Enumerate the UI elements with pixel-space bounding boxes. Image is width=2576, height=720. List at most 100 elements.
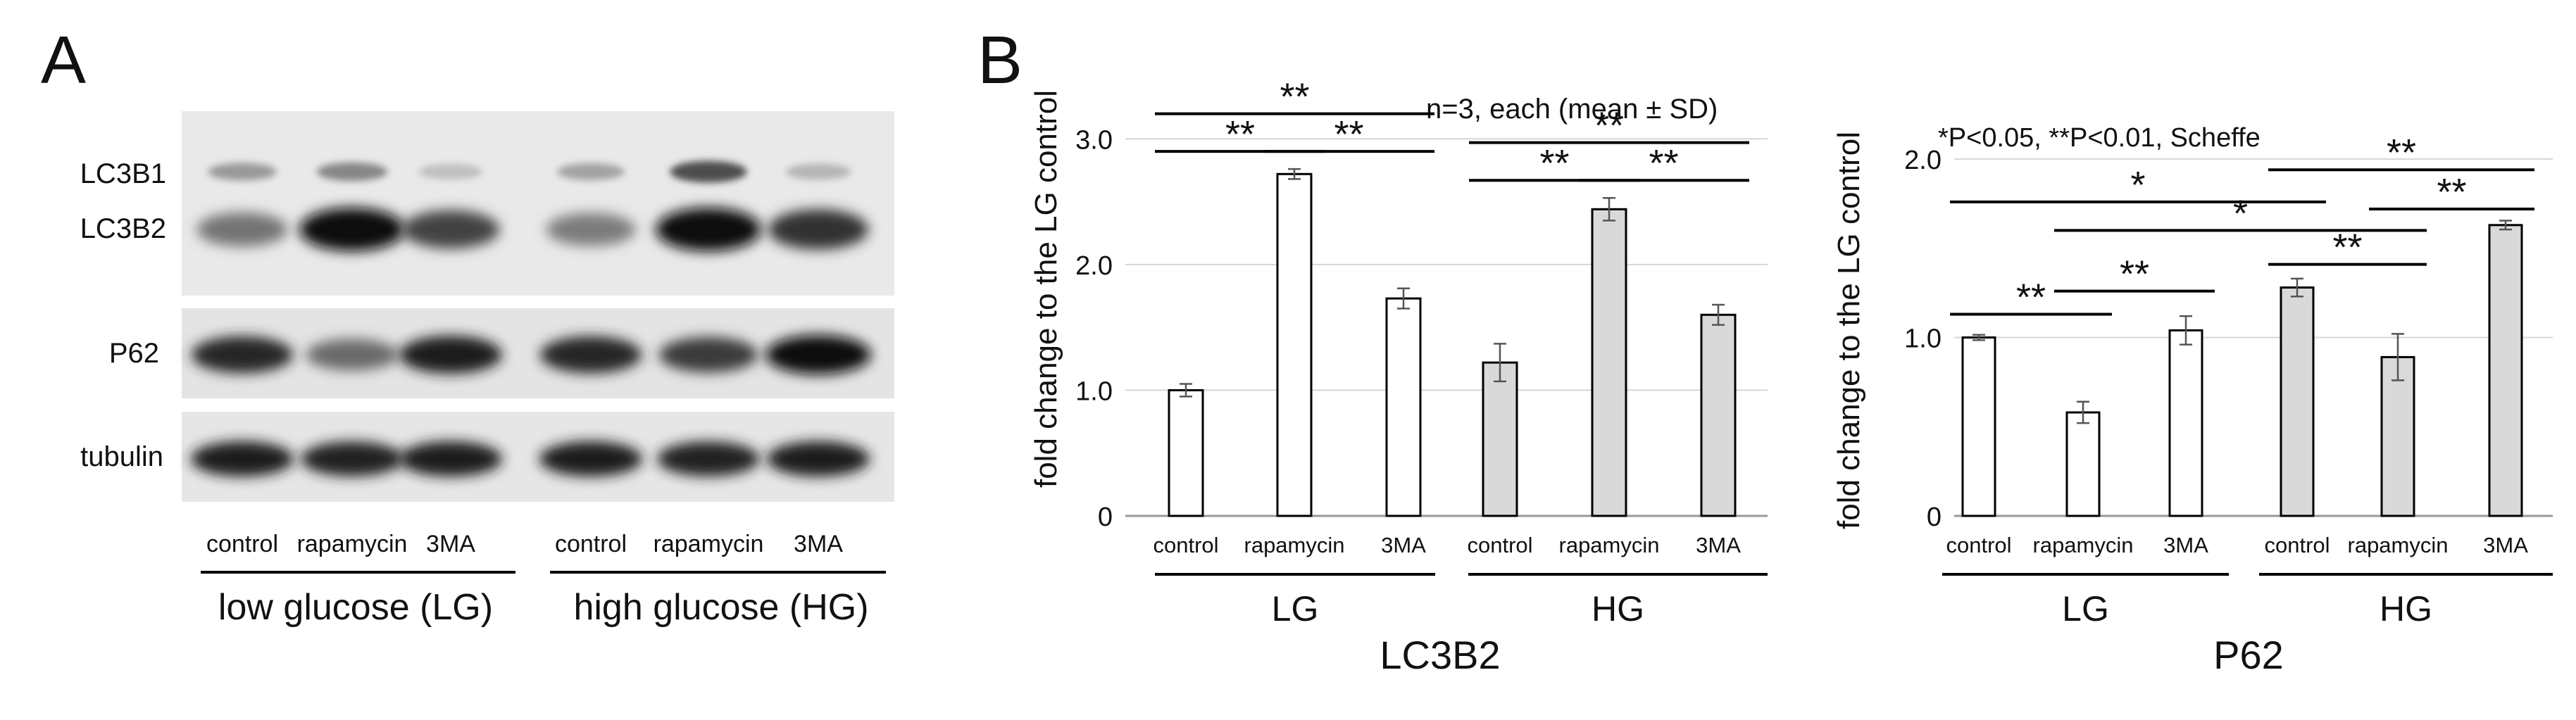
western-blot-band bbox=[656, 208, 761, 251]
category-label: rapamycin bbox=[1559, 533, 1660, 557]
band-label-lc3b1: LC3B1 bbox=[80, 158, 166, 189]
western-blot-band bbox=[299, 208, 405, 251]
western-blot-band bbox=[208, 163, 277, 181]
western-blot-band bbox=[306, 339, 399, 371]
western-blot-band bbox=[190, 441, 294, 476]
panel-b: B n=3, each (mean ± SD) *P<0.05, **P<0.0… bbox=[977, 23, 2553, 677]
lc3b2-bands bbox=[196, 208, 869, 251]
category-label: 3MA bbox=[2483, 533, 2528, 557]
lane-label: 3MA bbox=[426, 531, 475, 557]
western-blot-band bbox=[539, 336, 642, 374]
category-label: rapamycin bbox=[2033, 533, 2134, 557]
western-blot-band bbox=[418, 163, 483, 180]
significance-label: ** bbox=[1334, 113, 1363, 156]
group-label: LG bbox=[1272, 589, 1319, 629]
significance-label: * bbox=[2130, 164, 2145, 206]
lane-label: control bbox=[555, 531, 627, 557]
panel-a-label: A bbox=[41, 23, 86, 98]
lc3b1-bands bbox=[208, 160, 851, 183]
y-tick-label: 1.0 bbox=[1075, 377, 1113, 406]
significance-label: ** bbox=[1539, 142, 1569, 184]
western-blot-band bbox=[539, 441, 643, 476]
bar bbox=[2380, 355, 2415, 517]
category-label: control bbox=[1946, 533, 2011, 557]
group-label: LG bbox=[2062, 589, 2109, 629]
western-blot-band bbox=[768, 209, 869, 250]
western-blot-band bbox=[401, 210, 500, 249]
group-label-hg: high glucose (HG) bbox=[573, 587, 868, 628]
band-label-tubulin: tubulin bbox=[80, 441, 163, 472]
y-axis-label: fold change to the LG control bbox=[1832, 132, 1866, 529]
group-label: HG bbox=[2380, 589, 2432, 629]
chart-title: LC3B2 bbox=[1380, 633, 1500, 677]
western-blot-band bbox=[658, 336, 758, 373]
y-tick-label: 2.0 bbox=[1904, 146, 1942, 175]
western-blot-band bbox=[301, 441, 404, 476]
western-blot-band bbox=[399, 441, 503, 476]
lane-label: rapamycin bbox=[297, 531, 408, 557]
significance-label: ** bbox=[2332, 227, 2362, 269]
band-label-lc3b2: LC3B2 bbox=[80, 213, 166, 244]
bar bbox=[1482, 361, 1518, 517]
western-blot-band bbox=[196, 212, 288, 247]
western-blot-band bbox=[546, 213, 636, 246]
category-label: 3MA bbox=[2163, 533, 2208, 557]
p62-bands bbox=[191, 335, 871, 374]
western-blot-band bbox=[657, 441, 760, 476]
bar bbox=[1591, 208, 1627, 517]
group-label: HG bbox=[1592, 589, 1644, 629]
significance-label: ** bbox=[1594, 105, 1624, 147]
western-blot-band bbox=[557, 163, 625, 181]
significance-label: ** bbox=[1649, 142, 1678, 184]
y-tick-label: 0 bbox=[1927, 503, 1942, 532]
lane-label: 3MA bbox=[794, 531, 843, 557]
significance-label: ** bbox=[2120, 253, 2149, 296]
y-tick-label: 1.0 bbox=[1904, 324, 1942, 354]
category-label: control bbox=[2264, 533, 2330, 557]
bar bbox=[2168, 329, 2203, 517]
significance-label: ** bbox=[1280, 76, 1309, 118]
band-label-p62: P62 bbox=[109, 338, 159, 369]
category-label: rapamycin bbox=[2348, 533, 2449, 557]
western-blot-band bbox=[765, 335, 871, 374]
bar bbox=[1168, 389, 1204, 517]
blot-lc3b-membrane bbox=[182, 111, 894, 296]
tubulin-bands bbox=[190, 441, 870, 476]
lane-label: control bbox=[206, 531, 278, 557]
significance-label: ** bbox=[2016, 277, 2046, 319]
note-n: n=3, each (mean ± SD) bbox=[1426, 94, 1718, 125]
panel-a: A LC3B1 LC3B2 P62 tubulin control rapamy… bbox=[41, 23, 894, 628]
bar bbox=[2488, 224, 2523, 517]
western-blot-band bbox=[670, 160, 747, 183]
western-blot-band bbox=[399, 336, 503, 374]
y-tick-label: 3.0 bbox=[1075, 125, 1113, 155]
category-label: control bbox=[1153, 533, 1218, 557]
category-label: control bbox=[1467, 533, 1532, 557]
bar bbox=[2065, 411, 2101, 517]
significance-label: ** bbox=[2387, 132, 2416, 174]
bar bbox=[1276, 172, 1313, 517]
western-blot-band bbox=[191, 336, 294, 374]
western-blot-band bbox=[766, 441, 870, 476]
significance-label: ** bbox=[2437, 171, 2466, 213]
category-label: 3MA bbox=[1381, 533, 1426, 557]
lane-label: rapamycin bbox=[654, 531, 764, 557]
western-blot-band bbox=[316, 162, 388, 182]
category-label: rapamycin bbox=[1244, 533, 1345, 557]
y-axis-label: fold change to the LG control bbox=[1029, 90, 1063, 488]
bar bbox=[2280, 286, 2315, 517]
bar bbox=[1700, 313, 1737, 517]
y-tick-label: 0 bbox=[1098, 503, 1113, 532]
significance-label: * bbox=[2233, 192, 2248, 234]
chart-p62: 0 1.0 2.0 control rapamycin 3MA control rapamyc… bbox=[1832, 132, 2553, 677]
panel-b-label: B bbox=[977, 23, 1023, 98]
y-tick-label: 2.0 bbox=[1075, 251, 1113, 281]
bar bbox=[1385, 297, 1422, 517]
western-blot-band bbox=[785, 163, 851, 180]
chart-title: P62 bbox=[2213, 633, 2284, 677]
bar bbox=[1961, 336, 1996, 517]
chart-lc3b2: 0 1.0 2.0 3.0 control rapamycin 3MA control rapa… bbox=[1029, 76, 1768, 677]
significance-label: ** bbox=[1225, 113, 1255, 156]
group-label-lg: low glucose (LG) bbox=[218, 587, 493, 628]
